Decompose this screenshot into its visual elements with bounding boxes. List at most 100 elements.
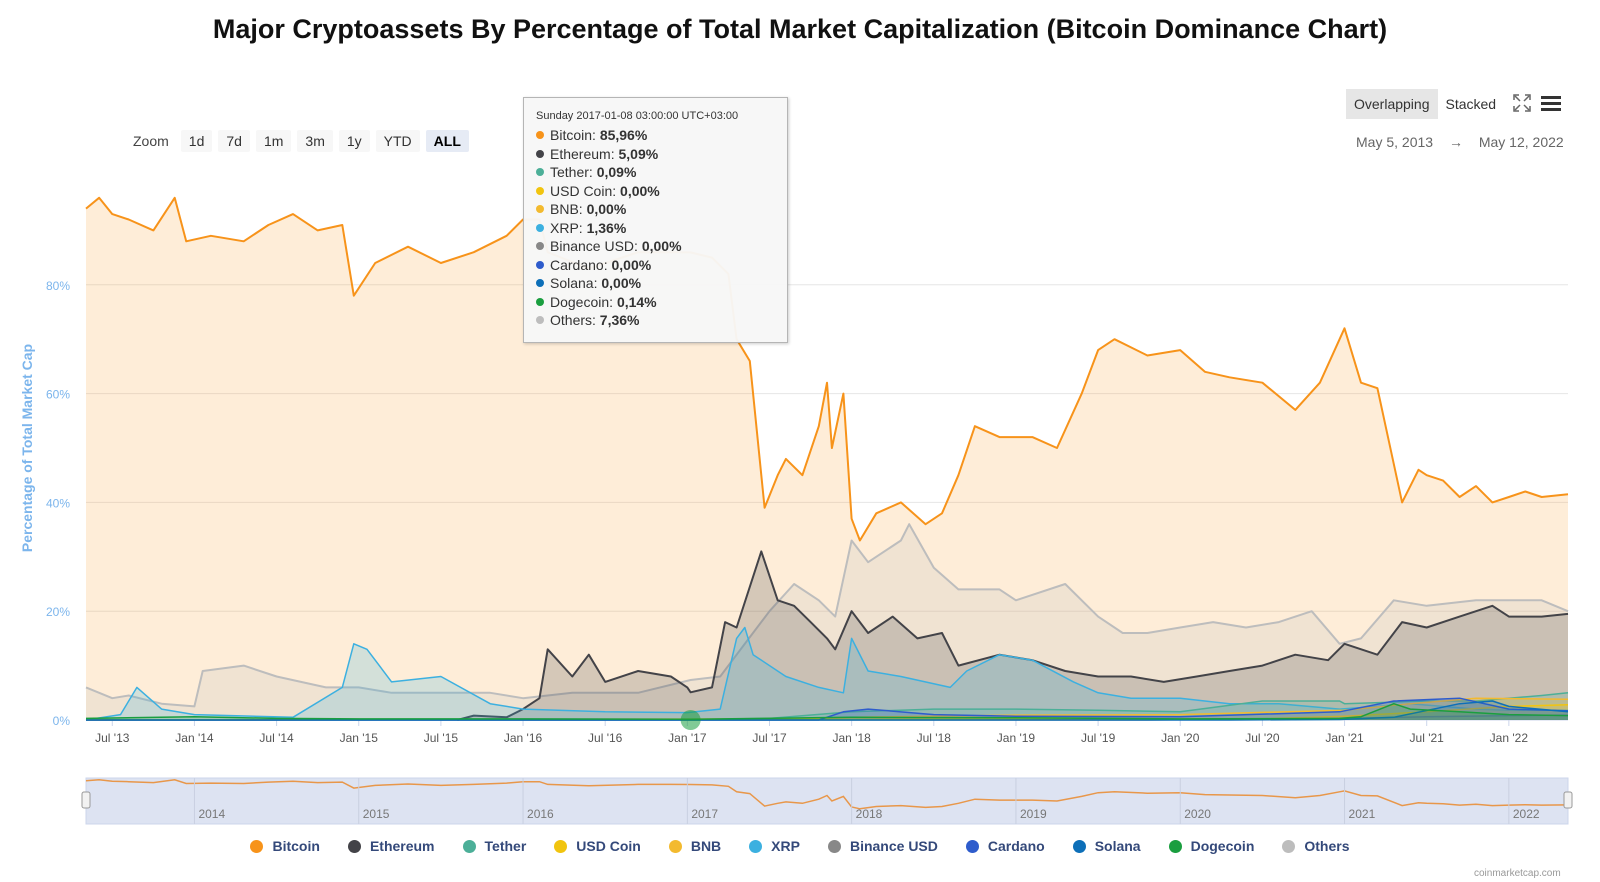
tooltip-series-name: Others xyxy=(550,312,593,328)
tooltip-dot xyxy=(536,297,544,306)
legend-dot xyxy=(965,839,979,853)
tooltip-dot xyxy=(536,279,544,288)
navigator: 2014 2015 2016 2017 2018 2019 2020 2021 2022 xyxy=(81,777,1573,825)
legend-label: Bitcoin xyxy=(272,838,320,854)
x-tick-label: Jan '14 xyxy=(175,731,214,745)
x-tick-label: Jan '19 xyxy=(997,731,1036,745)
hover-marker xyxy=(680,710,701,730)
y-tick-label: 0% xyxy=(53,714,71,728)
stacked-button[interactable]: Stacked xyxy=(1445,96,1497,112)
legend-item-binance-usd[interactable]: Binance USD xyxy=(827,838,938,854)
area-ethereum xyxy=(457,551,1568,720)
x-tick-label: Jul '16 xyxy=(588,731,623,745)
area-xrp xyxy=(86,627,1568,720)
tooltip-series-value: 0,09% xyxy=(596,164,637,180)
fullscreen-icon[interactable] xyxy=(1512,93,1532,116)
zoom-1d-button[interactable]: 1d xyxy=(180,130,213,152)
zoom-1y-button[interactable]: 1y xyxy=(338,130,370,152)
series-tether xyxy=(85,692,1569,721)
y-tick-label: 20% xyxy=(46,605,70,619)
zoom-ytd-button[interactable]: YTD xyxy=(375,130,420,152)
attribution: coinmarketcap.com xyxy=(1474,868,1561,879)
tooltip-dot xyxy=(536,168,544,177)
navigator-year-label: 2019 xyxy=(1020,807,1047,821)
legend-dot xyxy=(827,839,841,853)
zoom-all-button[interactable]: ALL xyxy=(425,130,469,152)
navigator-year-label: 2016 xyxy=(527,807,554,821)
legend-item-ethereum[interactable]: Ethereum xyxy=(347,838,435,854)
zoom-label: Zoom xyxy=(133,133,169,149)
navigator-year-label: 2017 xyxy=(691,807,718,821)
series-usd-coin xyxy=(85,704,1569,721)
legend-label: Ethereum xyxy=(369,838,435,854)
tooltip-dot xyxy=(536,186,544,195)
area-dogecoin xyxy=(86,703,1568,720)
area-tether xyxy=(86,692,1568,720)
tooltip-series-value: 85,96% xyxy=(599,127,648,143)
tooltip-series-value: 5,09% xyxy=(618,145,659,162)
series-bitcoin xyxy=(85,196,1569,721)
tooltip-row-solana: Solana: 0,00% xyxy=(536,274,775,293)
tooltip-row-bnb: BNB: 0,00% xyxy=(536,200,775,219)
navigator-handle-right[interactable] xyxy=(1563,791,1573,809)
legend-label: Dogecoin xyxy=(1190,838,1255,854)
navigator-handle-left[interactable] xyxy=(81,791,91,809)
date-from[interactable]: May 5, 2013 xyxy=(1356,134,1434,150)
tooltip-dot xyxy=(536,223,544,232)
legend-item-others[interactable]: Others xyxy=(1282,838,1350,854)
line-tether xyxy=(85,692,1569,721)
legend-dot xyxy=(1282,839,1296,853)
zoom-7d-button[interactable]: 7d xyxy=(218,130,250,152)
y-tick-label: 80% xyxy=(46,279,70,293)
legend-item-xrp[interactable]: XRP xyxy=(749,838,800,854)
legend-item-dogecoin[interactable]: Dogecoin xyxy=(1168,838,1255,854)
tooltip-dot xyxy=(536,205,544,214)
tooltip-date: Sunday 2017-01-08 03:00:00 UTC+03:00 xyxy=(536,110,739,122)
tooltip-row-dogecoin: Dogecoin: 0,14% xyxy=(536,293,775,312)
y-axis-label: Percentage of Total Market Cap xyxy=(19,343,35,553)
x-tick-label: Jul '21 xyxy=(1410,731,1445,745)
date-to[interactable]: May 12, 2022 xyxy=(1478,134,1564,150)
tooltip-series-name: BNB xyxy=(550,201,579,217)
x-tick-label: Jul '19 xyxy=(1081,731,1116,745)
legend-label: BNB xyxy=(690,838,722,854)
tooltip-row-ethereum: Ethereum: 5,09% xyxy=(536,145,775,164)
menu-icon[interactable] xyxy=(1540,93,1562,116)
legend-dot xyxy=(554,839,568,853)
tooltip-series-value: 0,00% xyxy=(641,238,682,254)
x-tick-label: Jan '20 xyxy=(1161,731,1200,745)
legend-item-solana[interactable]: Solana xyxy=(1072,838,1141,854)
series-ethereum xyxy=(457,550,1569,721)
legend-label: USD Coin xyxy=(576,838,641,854)
legend-dot xyxy=(749,839,763,853)
tooltip-dot xyxy=(536,131,544,140)
x-tick-label: Jan '15 xyxy=(340,731,379,745)
legend-item-cardano[interactable]: Cardano xyxy=(965,838,1045,854)
tooltip-series-name: Binance USD xyxy=(550,238,635,254)
tooltip-row-others: Others: 7,36% xyxy=(536,311,775,330)
navigator-year-label: 2022 xyxy=(1513,807,1540,821)
legend: Bitcoin Ethereum Tether USD Coin BNB XRP Binan… xyxy=(0,838,1600,854)
navigator-year-label: 2015 xyxy=(363,807,390,821)
tooltip-series-value: 0,00% xyxy=(620,182,660,199)
legend-item-bitcoin[interactable]: Bitcoin xyxy=(250,838,320,854)
tooltip-row-bitcoin: Bitcoin: 85,96% xyxy=(536,126,775,145)
navigator-year-label: 2018 xyxy=(856,807,883,821)
zoom-1m-button[interactable]: 1m xyxy=(255,130,292,152)
line-dogecoin xyxy=(85,702,1569,720)
tooltip-series-value: 0,00% xyxy=(586,201,627,217)
x-tick-label: Jul '20 xyxy=(1245,731,1280,745)
date-arrow: → xyxy=(1448,134,1463,150)
legend-item-tether[interactable]: Tether xyxy=(462,838,526,854)
overlapping-button[interactable]: Overlapping xyxy=(1346,89,1438,119)
legend-item-bnb[interactable]: BNB xyxy=(668,838,722,854)
legend-item-usd-coin[interactable]: USD Coin xyxy=(554,838,641,854)
x-tick-label: Jul '14 xyxy=(259,731,294,745)
legend-dot xyxy=(347,839,361,853)
line-others xyxy=(85,523,1569,708)
legend-label: Others xyxy=(1304,838,1350,854)
tooltip-series-name: XRP xyxy=(550,219,579,236)
zoom-3m-button[interactable]: 3m xyxy=(297,130,333,152)
area-usd-coin xyxy=(86,704,1568,720)
